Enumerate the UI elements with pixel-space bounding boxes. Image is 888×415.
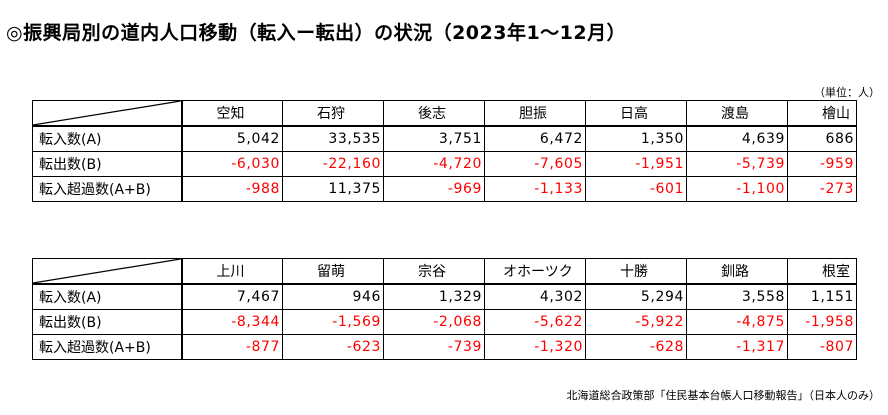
table-cell: 686 <box>787 125 857 152</box>
table-cell: -969 <box>383 176 485 202</box>
table-cell: 7,467 <box>181 283 283 310</box>
table-cell: -1,100 <box>686 176 788 202</box>
table-cell: 5,042 <box>181 125 283 152</box>
table-cell: 946 <box>282 283 384 310</box>
table-cell: 3,751 <box>383 125 485 152</box>
table-cell: 1,329 <box>383 283 485 310</box>
column-header: 十勝 <box>585 258 687 285</box>
row-label: 転入数(A) <box>32 125 183 152</box>
corner-diagonal-cell <box>32 258 183 285</box>
table-cell: -1,951 <box>585 151 687 177</box>
table-cell: -1,317 <box>686 334 788 360</box>
table-cell: 5,294 <box>585 283 687 310</box>
column-header: 上川 <box>181 258 283 285</box>
table-header-row: 上川 留萌 宗谷 オホーツク 十勝 釧路 根室 <box>32 258 857 285</box>
column-header: 後志 <box>383 100 485 127</box>
table-row: 転出数(B) -6,030 -22,160 -4,720 -7,605 -1,9… <box>32 151 857 177</box>
row-label: 転入超過数(A+B) <box>32 334 183 360</box>
column-header: 宗谷 <box>383 258 485 285</box>
table-cell: -4,875 <box>686 309 788 335</box>
table-cell: -988 <box>181 176 283 202</box>
corner-diagonal-cell <box>32 100 183 127</box>
table-cell: 33,535 <box>282 125 384 152</box>
table-cell: -1,569 <box>282 309 384 335</box>
column-header: 檜山 <box>787 100 857 127</box>
table-row: 転入超過数(A+B) -877 -623 -739 -1,320 -628 -1… <box>32 334 857 360</box>
row-label: 転入超過数(A+B) <box>32 176 183 202</box>
column-header: 胆振 <box>484 100 586 127</box>
table-cell: -5,922 <box>585 309 687 335</box>
table-cell: -5,739 <box>686 151 788 177</box>
column-header: 石狩 <box>282 100 384 127</box>
table-header-row: 空知 石狩 後志 胆振 日高 渡島 檜山 <box>32 100 857 127</box>
source-note: 北海道総合政策部「住民基本台帳人口移動報告」（日本人のみ） <box>566 389 881 402</box>
row-label: 転出数(B) <box>32 151 183 177</box>
table-cell: -623 <box>282 334 384 360</box>
table-cell: -1,958 <box>787 309 857 335</box>
page-title: ◎振興局別の道内人口移動（転入ー転出）の状況（2023年1～12月） <box>6 22 627 44</box>
table-cell: 1,350 <box>585 125 687 152</box>
column-header: 空知 <box>181 100 283 127</box>
unit-note: （単位：人） <box>814 86 880 99</box>
table-row: 転出数(B) -8,344 -1,569 -2,068 -5,622 -5,92… <box>32 309 857 335</box>
table-cell: -4,720 <box>383 151 485 177</box>
table-cell: -877 <box>181 334 283 360</box>
table-cell: -8,344 <box>181 309 283 335</box>
diagonal-line-icon <box>33 101 181 125</box>
table-cell: -6,030 <box>181 151 283 177</box>
table-cell: -628 <box>585 334 687 360</box>
table-cell: 3,558 <box>686 283 788 310</box>
table-cell: 11,375 <box>282 176 384 202</box>
table-cell: -273 <box>787 176 857 202</box>
table-row: 転入数(A) 5,042 33,535 3,751 6,472 1,350 4,… <box>32 125 857 152</box>
table-cell: -5,622 <box>484 309 586 335</box>
diagonal-line-icon <box>33 259 181 283</box>
table-row: 転入数(A) 7,467 946 1,329 4,302 5,294 3,558… <box>32 283 857 310</box>
table-cell: 4,639 <box>686 125 788 152</box>
table-cell: -2,068 <box>383 309 485 335</box>
column-header: オホーツク <box>484 258 586 285</box>
table-cell: -1,133 <box>484 176 586 202</box>
table-cell: -22,160 <box>282 151 384 177</box>
table-cell: -7,605 <box>484 151 586 177</box>
table-cell: -959 <box>787 151 857 177</box>
table-cell: -807 <box>787 334 857 360</box>
table-cell: -739 <box>383 334 485 360</box>
row-label: 転出数(B) <box>32 309 183 335</box>
migration-table-2: 上川 留萌 宗谷 オホーツク 十勝 釧路 根室 転入数(A) 7,467 946… <box>32 258 857 360</box>
table-row: 転入超過数(A+B) -988 11,375 -969 -1,133 -601 … <box>32 176 857 202</box>
table-cell: 6,472 <box>484 125 586 152</box>
column-header: 日高 <box>585 100 687 127</box>
table-cell: 1,151 <box>787 283 857 310</box>
table-cell: 4,302 <box>484 283 586 310</box>
column-header: 留萌 <box>282 258 384 285</box>
table-cell: -1,320 <box>484 334 586 360</box>
column-header: 根室 <box>787 258 857 285</box>
column-header: 釧路 <box>686 258 788 285</box>
row-label: 転入数(A) <box>32 283 183 310</box>
column-header: 渡島 <box>686 100 788 127</box>
table-cell: -601 <box>585 176 687 202</box>
migration-table-1: 空知 石狩 後志 胆振 日高 渡島 檜山 転入数(A) 5,042 33,535… <box>32 100 857 202</box>
